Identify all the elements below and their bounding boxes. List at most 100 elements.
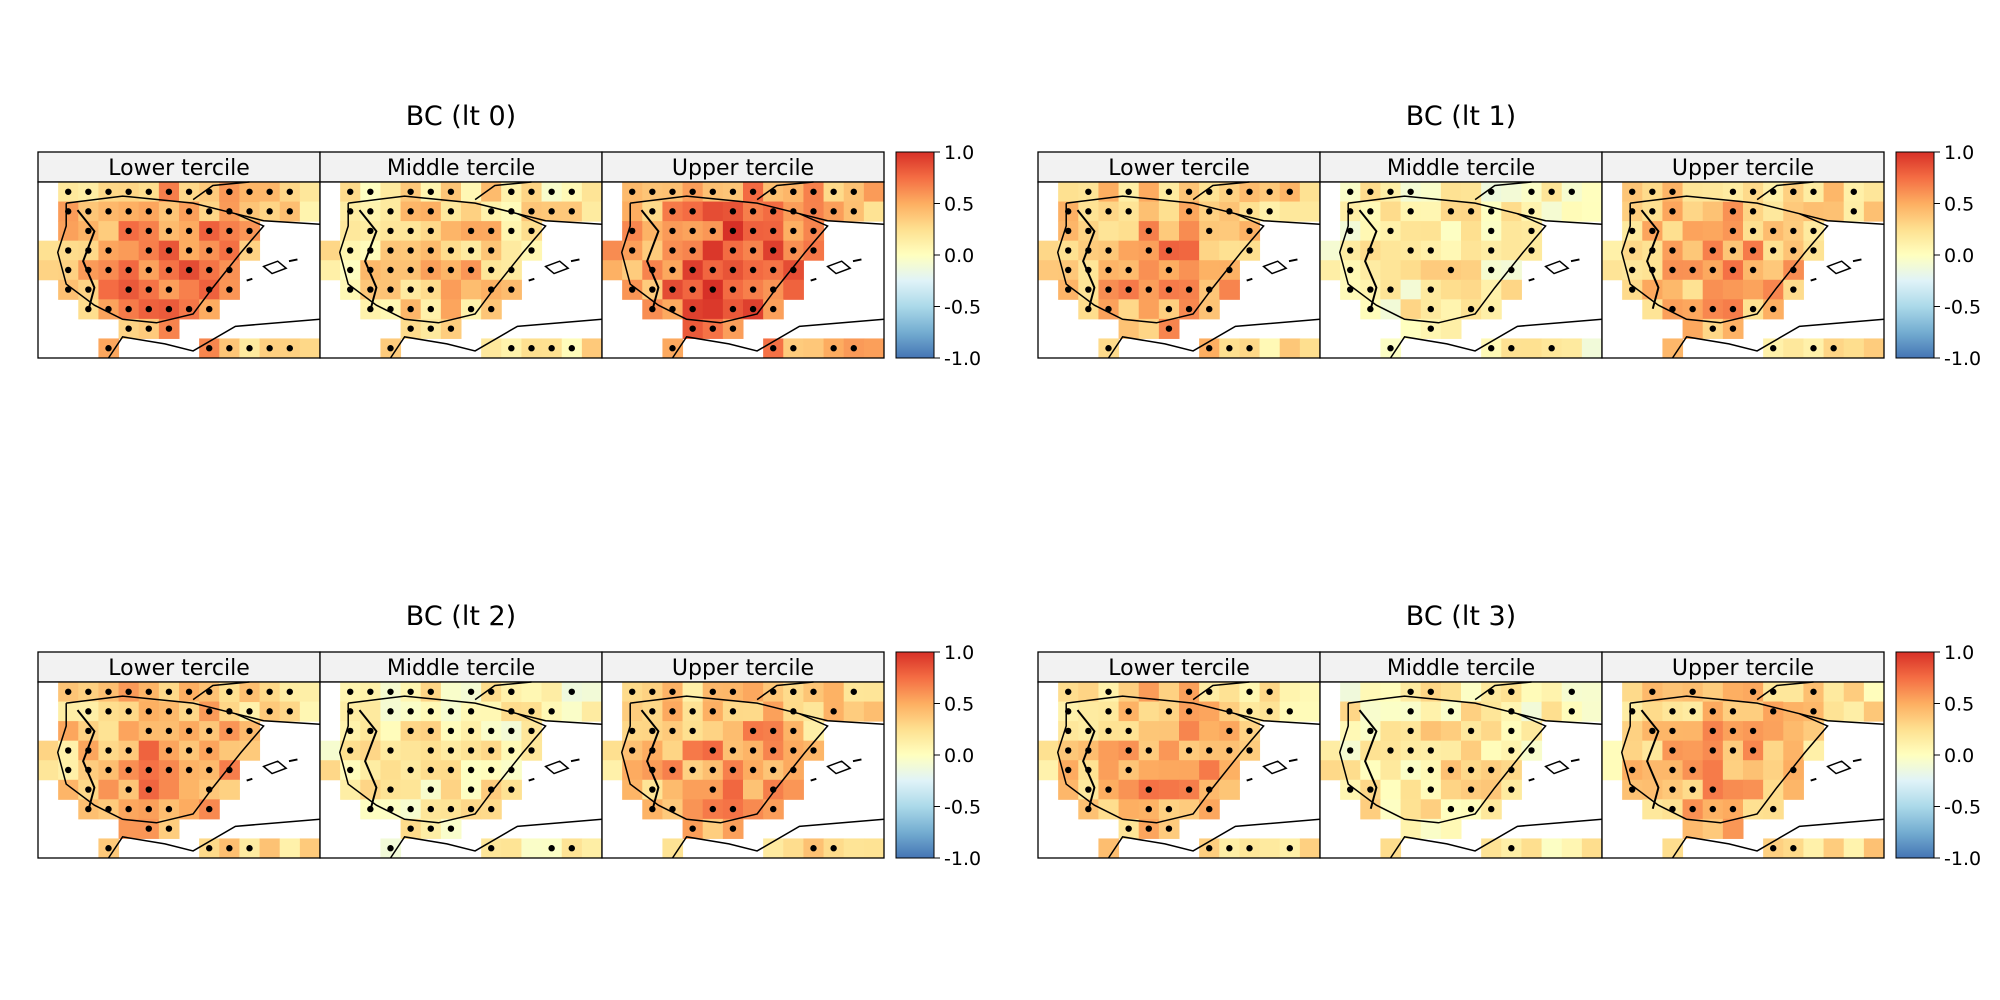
- significance-dot: [729, 305, 737, 313]
- grid-cell: [58, 721, 79, 742]
- significance-dot: [1467, 805, 1475, 813]
- coastline: [1389, 318, 1603, 359]
- significance-dot: [1689, 805, 1696, 813]
- significance-dot: [165, 266, 173, 274]
- border: [1192, 181, 1250, 201]
- significance-dot: [830, 345, 837, 352]
- colorbar-tick-label: 0.0: [1944, 745, 1974, 767]
- grid-cell: [440, 221, 462, 242]
- coastline: [671, 318, 885, 359]
- border: [1358, 209, 1378, 309]
- significance-dot: [1810, 708, 1817, 715]
- significance-dot: [1065, 688, 1072, 695]
- grid-cell: [1602, 260, 1623, 281]
- significance-dot: [145, 825, 152, 832]
- grid-cell: [1743, 760, 1764, 781]
- significance-dot: [1226, 845, 1233, 852]
- significance-dot: [528, 227, 535, 235]
- significance-dot: [367, 208, 374, 215]
- significance-dot: [185, 766, 193, 774]
- grid-cell: [1541, 682, 1563, 703]
- significance-dot: [1669, 208, 1676, 215]
- grid-cell: [1179, 240, 1200, 261]
- grid-cell: [98, 779, 120, 800]
- significance-dot: [1407, 747, 1414, 754]
- significance-dot: [1286, 708, 1293, 715]
- grid-cell: [1078, 682, 1099, 703]
- grid-cell: [138, 740, 160, 761]
- significance-dot: [1729, 188, 1737, 195]
- significance-dot: [669, 708, 676, 715]
- island: [528, 777, 535, 782]
- significance-dot: [669, 266, 676, 274]
- significance-dot: [1427, 786, 1434, 793]
- colorbar-tick-label: -0.5: [1944, 297, 1981, 319]
- significance-dot: [749, 286, 757, 293]
- coastline: [1235, 712, 1321, 725]
- significance-dot: [548, 345, 555, 352]
- island: [1810, 777, 1817, 782]
- significance-dot: [125, 766, 132, 774]
- grid-cell: [481, 338, 502, 359]
- grid-cell: [662, 740, 684, 761]
- significance-dot: [387, 286, 394, 293]
- significance-dot: [206, 266, 213, 274]
- grid-cell: [702, 240, 724, 261]
- significance-dot: [347, 266, 354, 274]
- significance-dot: [1185, 286, 1193, 293]
- significance-dots: [1629, 688, 1817, 852]
- significance-dot: [770, 188, 777, 195]
- grid-cell: [501, 838, 522, 859]
- significance-dot: [629, 247, 636, 254]
- significance-dot: [1447, 266, 1455, 274]
- significance-dot: [1165, 247, 1173, 254]
- island: [810, 277, 817, 282]
- grid-cell: [98, 721, 120, 742]
- significance-dot: [689, 286, 696, 293]
- significance-dot: [729, 286, 737, 293]
- grid-cell: [1199, 760, 1220, 781]
- island: [826, 760, 852, 775]
- grid-cell: [1642, 760, 1663, 781]
- significance-dot: [1165, 266, 1173, 274]
- significance-dot: [1145, 227, 1152, 235]
- significance-dot: [145, 325, 152, 332]
- panel-frame: [601, 181, 885, 359]
- grid-cell: [38, 740, 59, 761]
- significance-dot: [810, 688, 817, 695]
- significance-dot: [105, 208, 112, 215]
- coastline: [1620, 695, 1829, 824]
- significance-dot: [1185, 208, 1193, 215]
- panel-label: Middle tercile: [1387, 156, 1535, 181]
- significance-dot: [488, 227, 495, 235]
- grid-cell: [702, 201, 724, 222]
- grid-cell: [1823, 201, 1845, 222]
- significance-dot: [1669, 766, 1676, 774]
- significance-dot: [810, 845, 817, 852]
- significance-dot: [1246, 227, 1253, 235]
- significance-dot: [1508, 747, 1515, 754]
- panel-label: Upper tercile: [672, 156, 814, 181]
- coastline: [107, 818, 321, 859]
- significance-dot: [387, 747, 394, 754]
- grid-cell: [320, 760, 341, 781]
- grid-cell: [622, 701, 643, 722]
- significance-dot: [810, 227, 817, 235]
- grid-cell: [1078, 701, 1099, 722]
- significance-dot: [770, 305, 777, 313]
- significance-dot: [488, 845, 495, 852]
- border: [358, 709, 378, 809]
- significance-dot: [649, 208, 656, 215]
- significance-dot: [145, 188, 152, 195]
- grid-cell: [118, 240, 140, 261]
- significance-dot: [1528, 208, 1535, 215]
- grid-cell: [1702, 818, 1724, 839]
- significance-dot: [729, 747, 737, 754]
- grid-cell: [1702, 279, 1724, 300]
- significance-dot: [1125, 747, 1132, 754]
- grid-cell: [1199, 260, 1220, 281]
- grid-cell: [1662, 279, 1684, 300]
- grid-cell: [1682, 240, 1704, 261]
- grid-cell: [299, 682, 321, 703]
- significance-dot: [669, 727, 676, 735]
